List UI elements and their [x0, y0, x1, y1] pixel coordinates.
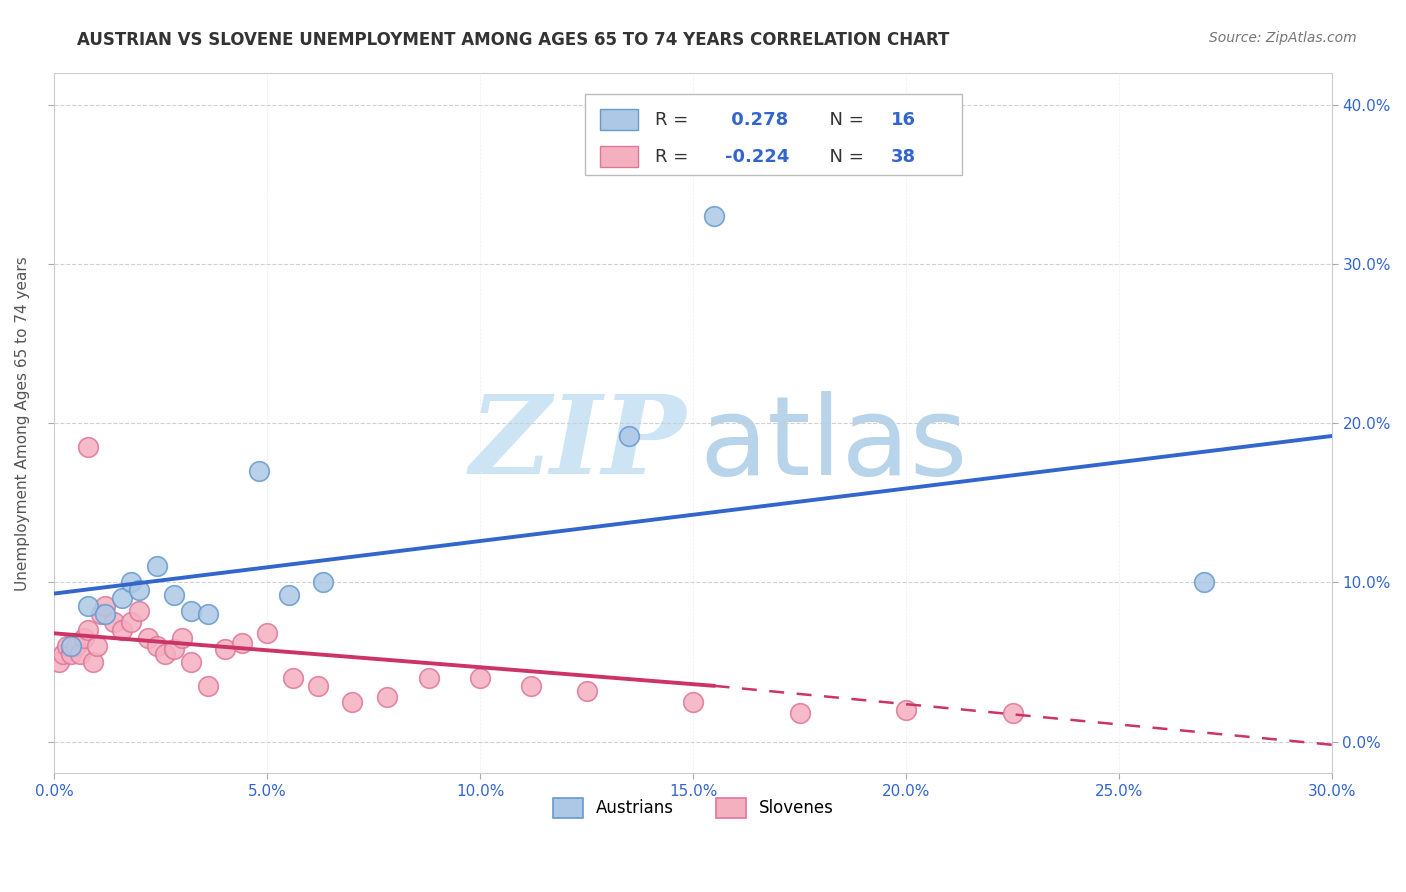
Text: R =: R =: [655, 111, 695, 128]
Point: [281, 671, 304, 685]
Point: [470, 671, 492, 685]
Point: [145, 559, 167, 574]
Point: [619, 429, 641, 443]
Text: 16: 16: [891, 111, 917, 128]
Point: [60, 647, 83, 661]
Legend: Austrians, Slovenes: Austrians, Slovenes: [546, 791, 841, 824]
Point: [247, 464, 270, 478]
Text: Source: ZipAtlas.com: Source: ZipAtlas.com: [1209, 31, 1357, 45]
Point: [342, 695, 364, 709]
Point: [128, 604, 150, 618]
Point: [1001, 706, 1024, 720]
FancyBboxPatch shape: [585, 94, 962, 175]
Point: [48, 655, 70, 669]
Point: [162, 588, 184, 602]
Point: [94, 599, 117, 614]
Text: 38: 38: [891, 148, 917, 166]
Point: [520, 679, 543, 693]
Point: [145, 639, 167, 653]
Point: [56, 639, 79, 653]
Text: N =: N =: [818, 111, 870, 128]
Point: [73, 631, 96, 645]
Point: [231, 636, 253, 650]
Point: [111, 623, 134, 637]
Point: [703, 209, 725, 223]
Point: [103, 615, 125, 630]
Text: N =: N =: [818, 148, 870, 166]
Point: [52, 647, 75, 661]
Point: [90, 607, 112, 622]
Text: 0.278: 0.278: [725, 111, 789, 128]
Point: [256, 626, 278, 640]
Text: AUSTRIAN VS SLOVENE UNEMPLOYMENT AMONG AGES 65 TO 74 YEARS CORRELATION CHART: AUSTRIAN VS SLOVENE UNEMPLOYMENT AMONG A…: [77, 31, 949, 49]
Point: [214, 642, 236, 657]
Point: [94, 607, 117, 622]
Point: [82, 655, 104, 669]
Text: ZIP: ZIP: [470, 391, 686, 498]
FancyBboxPatch shape: [600, 146, 638, 168]
Point: [307, 679, 329, 693]
Point: [128, 583, 150, 598]
Point: [180, 655, 202, 669]
Point: [60, 639, 83, 653]
Point: [375, 690, 398, 704]
Point: [153, 647, 176, 661]
Text: R =: R =: [655, 148, 695, 166]
Point: [894, 703, 917, 717]
Text: -0.224: -0.224: [725, 148, 790, 166]
Point: [311, 575, 333, 590]
Point: [120, 615, 142, 630]
Point: [162, 642, 184, 657]
Point: [65, 639, 87, 653]
Point: [277, 588, 299, 602]
Point: [120, 575, 142, 590]
Point: [69, 647, 91, 661]
Point: [575, 683, 598, 698]
Point: [136, 631, 159, 645]
Point: [682, 695, 704, 709]
Point: [77, 623, 100, 637]
FancyBboxPatch shape: [600, 109, 638, 130]
Point: [418, 671, 440, 685]
Point: [86, 639, 108, 653]
Point: [111, 591, 134, 606]
Point: [180, 604, 202, 618]
Text: atlas: atlas: [700, 391, 969, 498]
Point: [77, 440, 100, 454]
Point: [77, 599, 100, 614]
Point: [197, 607, 219, 622]
Point: [1194, 575, 1216, 590]
Point: [789, 706, 811, 720]
Point: [172, 631, 194, 645]
Point: [197, 679, 219, 693]
Y-axis label: Unemployment Among Ages 65 to 74 years: Unemployment Among Ages 65 to 74 years: [15, 256, 30, 591]
